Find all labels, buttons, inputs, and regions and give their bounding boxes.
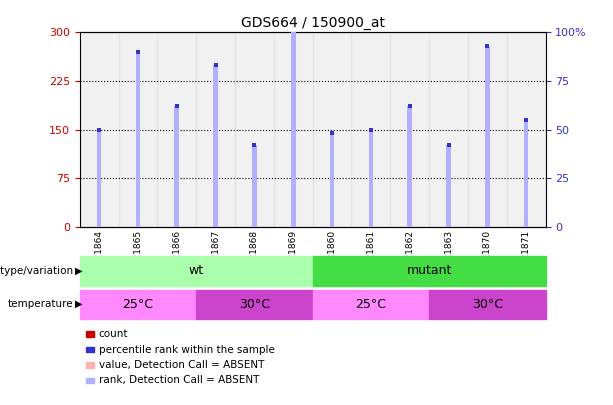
- Bar: [175, 106, 179, 227]
- Bar: [274, 32, 313, 227]
- Bar: [235, 32, 274, 227]
- Bar: [408, 106, 412, 227]
- Bar: [351, 32, 390, 227]
- Text: 25°C: 25°C: [123, 298, 153, 311]
- Bar: [313, 32, 351, 227]
- Text: 25°C: 25°C: [356, 298, 386, 311]
- Bar: [313, 290, 429, 319]
- Text: wt: wt: [189, 264, 204, 277]
- Bar: [330, 185, 334, 227]
- Bar: [524, 178, 528, 227]
- Text: ▶: ▶: [75, 266, 82, 276]
- Bar: [429, 290, 546, 319]
- Bar: [80, 290, 196, 319]
- Bar: [80, 256, 313, 286]
- Bar: [524, 120, 528, 227]
- Bar: [330, 134, 334, 227]
- Bar: [135, 78, 140, 227]
- Text: rank, Detection Call = ABSENT: rank, Detection Call = ABSENT: [99, 375, 259, 385]
- Bar: [213, 113, 218, 227]
- Bar: [468, 32, 507, 227]
- Text: ▶: ▶: [75, 299, 82, 309]
- Bar: [485, 73, 490, 227]
- Bar: [213, 66, 218, 227]
- Text: percentile rank within the sample: percentile rank within the sample: [99, 345, 275, 354]
- Bar: [408, 176, 412, 227]
- Bar: [429, 32, 468, 227]
- Bar: [368, 168, 373, 227]
- Bar: [252, 198, 257, 227]
- Bar: [135, 52, 140, 227]
- Text: 30°C: 30°C: [472, 298, 503, 311]
- Bar: [175, 176, 179, 227]
- Bar: [291, 17, 295, 227]
- Bar: [390, 32, 429, 227]
- Bar: [80, 32, 118, 227]
- Text: mutant: mutant: [406, 264, 452, 277]
- Bar: [97, 176, 101, 227]
- Bar: [158, 32, 196, 227]
- Text: count: count: [99, 329, 128, 339]
- Bar: [446, 145, 451, 227]
- Bar: [118, 32, 158, 227]
- Bar: [196, 32, 235, 227]
- Bar: [252, 145, 257, 227]
- Bar: [196, 290, 313, 319]
- Text: 30°C: 30°C: [239, 298, 270, 311]
- Text: genotype/variation: genotype/variation: [0, 266, 74, 276]
- Bar: [507, 32, 546, 227]
- Bar: [313, 256, 546, 286]
- Bar: [485, 46, 490, 227]
- Text: value, Detection Call = ABSENT: value, Detection Call = ABSENT: [99, 360, 264, 370]
- Bar: [291, 37, 295, 227]
- Title: GDS664 / 150900_at: GDS664 / 150900_at: [241, 16, 384, 30]
- Bar: [368, 130, 373, 227]
- Bar: [446, 187, 451, 227]
- Text: temperature: temperature: [8, 299, 74, 309]
- Bar: [97, 130, 101, 227]
